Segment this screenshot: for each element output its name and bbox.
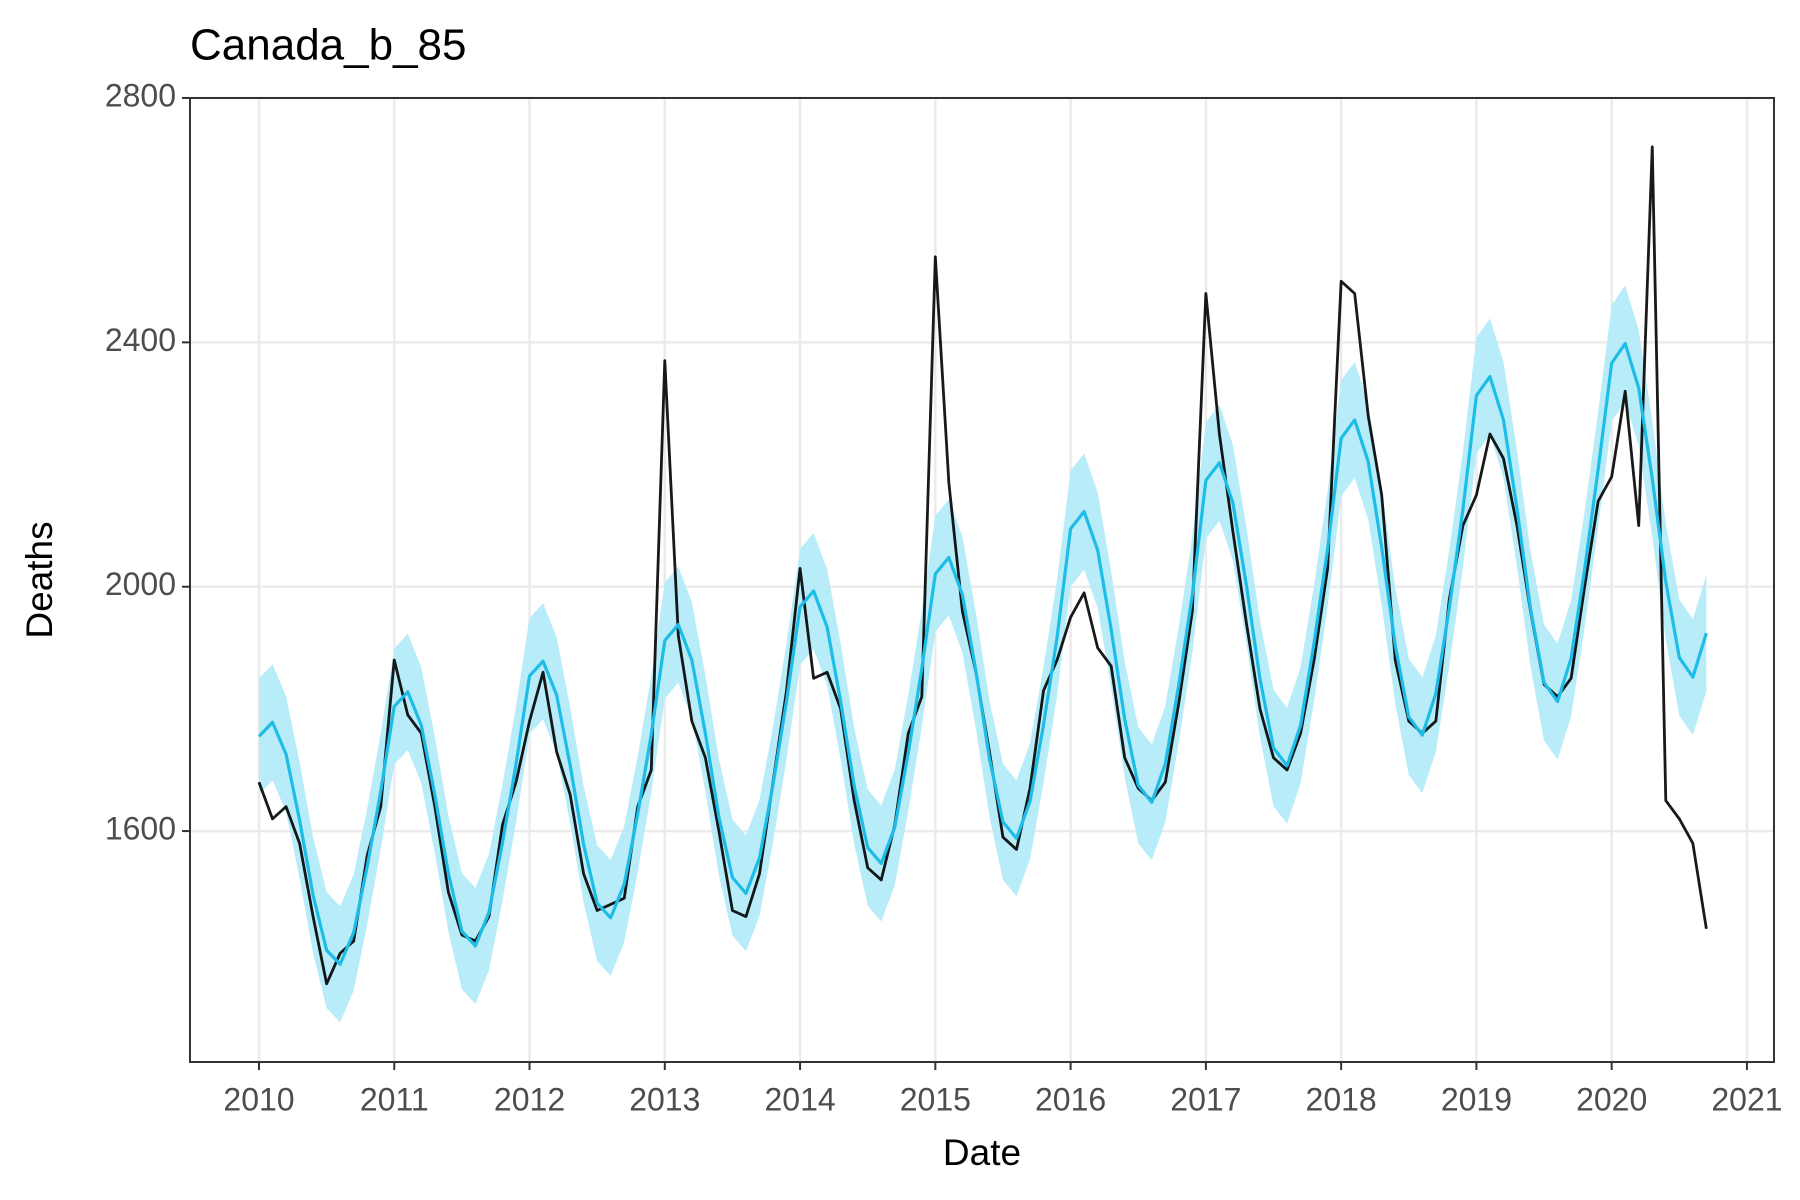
x-tick-label: 2012 [494,1081,565,1117]
y-tick-label: 2400 [105,322,176,358]
y-tick-label: 2000 [105,566,176,602]
x-tick-label: 2015 [900,1081,971,1117]
x-tick-label: 2018 [1306,1081,1377,1117]
x-tick-label: 2020 [1576,1081,1647,1117]
x-axis-title: Date [943,1132,1021,1173]
y-tick-label: 1600 [105,811,176,847]
x-tick-label: 2010 [223,1081,294,1117]
x-tick-label: 2013 [629,1081,700,1117]
x-tick-label: 2014 [764,1081,835,1117]
plot-border [189,97,1775,1063]
x-tick-label: 2017 [1170,1081,1241,1117]
x-tick-label: 2019 [1441,1081,1512,1117]
confidence-band [258,285,1707,1023]
chart-title: Canada_b_85 [190,21,466,70]
y-tick-label: 2800 [105,77,176,113]
x-tick-label: 2016 [1035,1081,1106,1117]
x-tick-label: 2021 [1711,1081,1782,1117]
fitted-line [257,341,1708,966]
y-axis-title: Deaths [19,521,60,638]
x-tick-label: 2011 [360,1081,429,1117]
